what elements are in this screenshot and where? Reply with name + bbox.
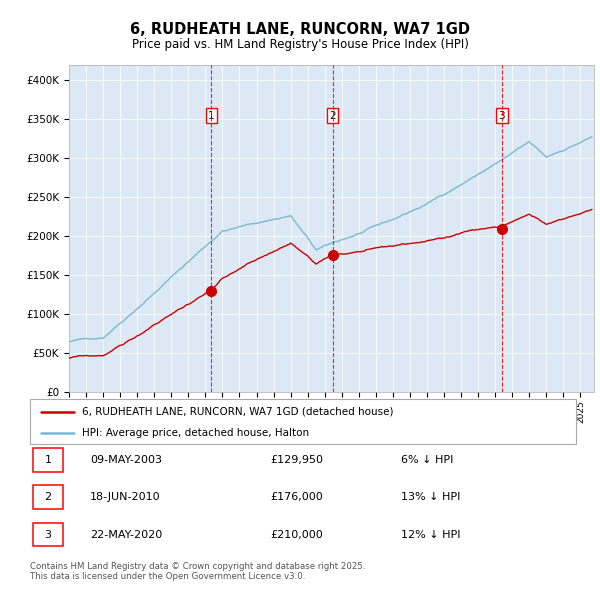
Text: 6, RUDHEATH LANE, RUNCORN, WA7 1GD (detached house): 6, RUDHEATH LANE, RUNCORN, WA7 1GD (deta… xyxy=(82,407,394,417)
Bar xyxy=(33,486,63,509)
Text: Price paid vs. HM Land Registry's House Price Index (HPI): Price paid vs. HM Land Registry's House … xyxy=(131,38,469,51)
Text: 18-JUN-2010: 18-JUN-2010 xyxy=(90,493,161,502)
Text: 3: 3 xyxy=(499,110,505,120)
Text: £176,000: £176,000 xyxy=(270,493,323,502)
Text: 6% ↓ HPI: 6% ↓ HPI xyxy=(401,455,454,465)
Text: 12% ↓ HPI: 12% ↓ HPI xyxy=(401,530,461,539)
Text: 09-MAY-2003: 09-MAY-2003 xyxy=(90,455,162,465)
Text: Contains HM Land Registry data © Crown copyright and database right 2025.
This d: Contains HM Land Registry data © Crown c… xyxy=(30,562,365,581)
Text: 1: 1 xyxy=(44,455,52,465)
Text: 13% ↓ HPI: 13% ↓ HPI xyxy=(401,493,461,502)
Text: 2: 2 xyxy=(44,493,52,502)
Text: 22-MAY-2020: 22-MAY-2020 xyxy=(90,530,163,539)
Text: 3: 3 xyxy=(44,530,52,539)
Text: £129,950: £129,950 xyxy=(270,455,323,465)
Text: 6, RUDHEATH LANE, RUNCORN, WA7 1GD: 6, RUDHEATH LANE, RUNCORN, WA7 1GD xyxy=(130,22,470,37)
Bar xyxy=(33,523,63,546)
Text: £210,000: £210,000 xyxy=(270,530,323,539)
Text: 1: 1 xyxy=(208,110,215,120)
Text: 2: 2 xyxy=(329,110,336,120)
Bar xyxy=(33,448,63,472)
Text: HPI: Average price, detached house, Halton: HPI: Average price, detached house, Halt… xyxy=(82,428,309,438)
